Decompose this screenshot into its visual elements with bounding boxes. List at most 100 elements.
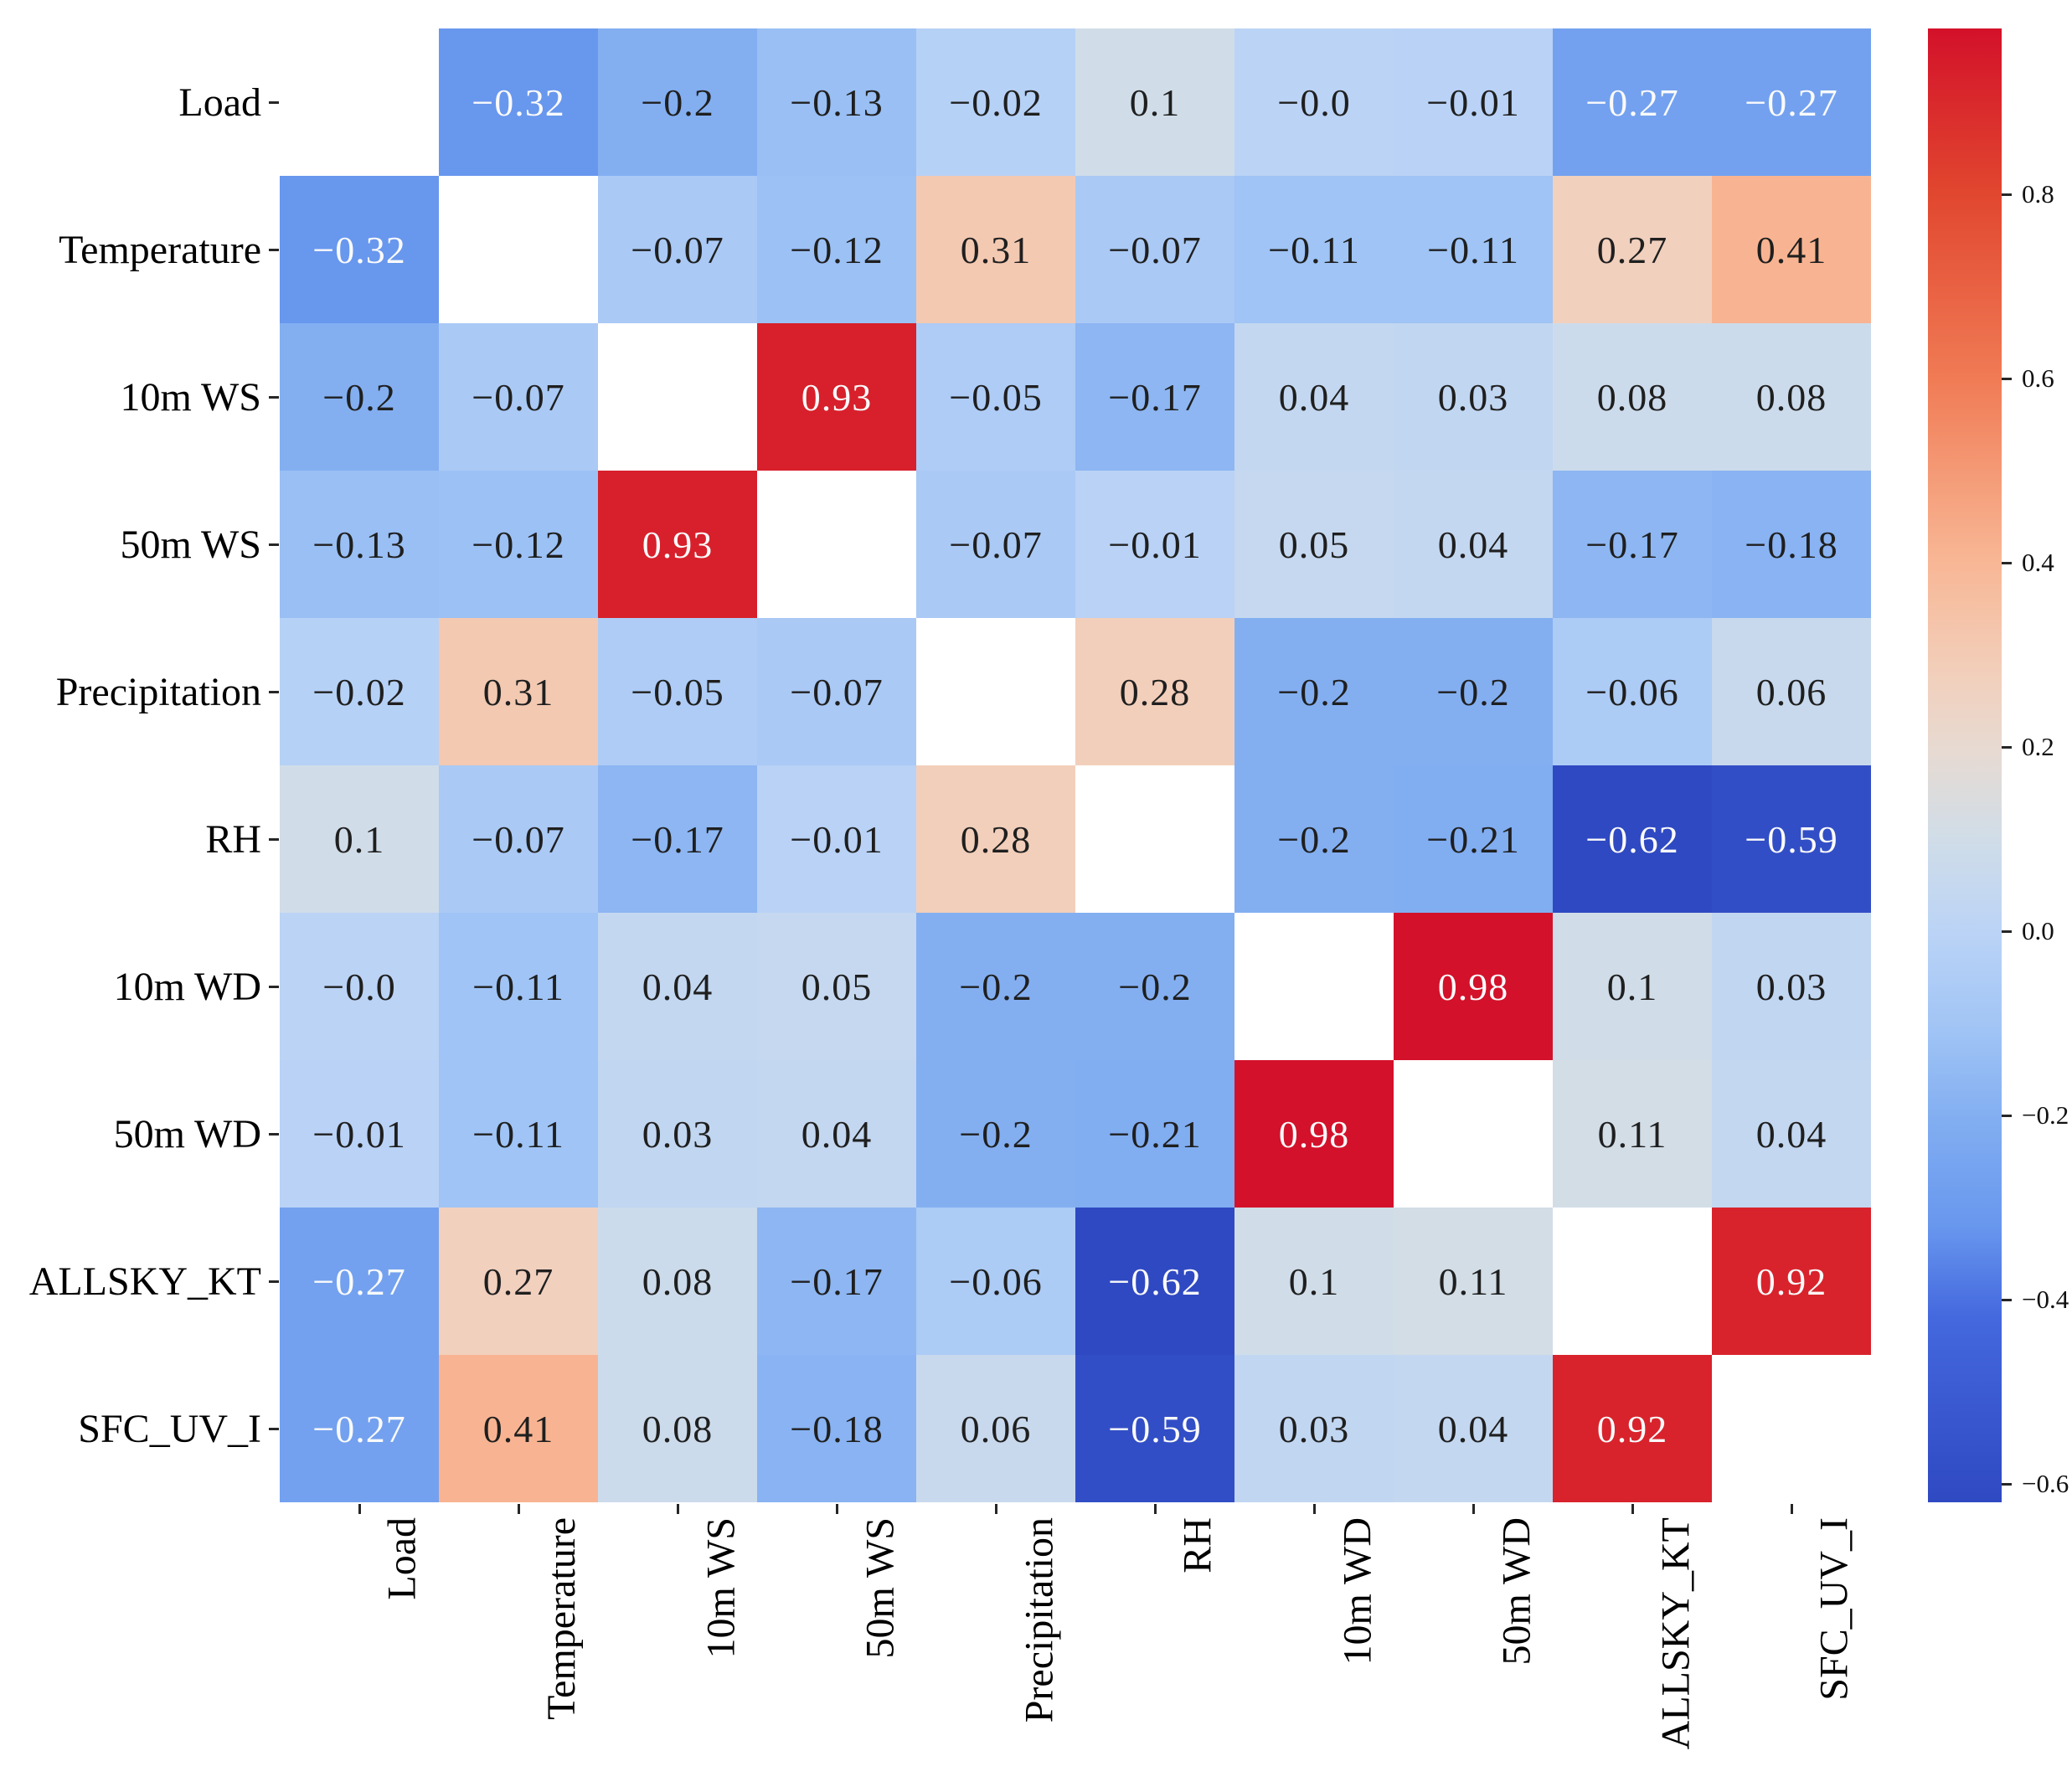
- y-axis-tick: [269, 100, 279, 104]
- heatmap-cell: −0.11: [439, 1060, 598, 1208]
- heatmap-cell: −0.11: [1234, 176, 1394, 323]
- y-axis-label: SFC_UV_I: [78, 1406, 261, 1451]
- x-axis-label: 10m WS: [698, 1517, 743, 1659]
- x-axis-tick: [676, 1504, 679, 1514]
- heatmap-cell: −0.07: [439, 323, 598, 471]
- heatmap-cell-masked: [916, 618, 1075, 765]
- colorbar-tick: [2002, 1298, 2012, 1301]
- heatmap-cell: 0.92: [1712, 1208, 1871, 1355]
- colorbar-tick: [2002, 377, 2012, 380]
- heatmap-cell: −0.2: [1075, 913, 1234, 1060]
- heatmap-cell: −0.17: [1075, 323, 1234, 471]
- heatmap-cell: −0.01: [1394, 28, 1553, 176]
- x-axis-tick: [835, 1504, 838, 1514]
- y-axis-label: 10m WS: [120, 374, 261, 420]
- heatmap-cell: −0.0: [1234, 28, 1394, 176]
- heatmap-cell: −0.0: [280, 913, 439, 1060]
- colorbar-tick: [2002, 193, 2012, 196]
- heatmap-cell: −0.01: [757, 765, 916, 913]
- heatmap-cell: 0.31: [439, 618, 598, 765]
- y-axis-tick: [269, 985, 279, 988]
- y-axis-tick: [269, 248, 279, 251]
- heatmap-cell: 0.28: [1075, 618, 1234, 765]
- heatmap-cell: −0.18: [757, 1355, 916, 1502]
- heatmap-cell: −0.32: [439, 28, 598, 176]
- heatmap-cell: −0.2: [280, 323, 439, 471]
- x-axis-label: 50m WD: [1494, 1517, 1539, 1666]
- heatmap-cell: −0.07: [598, 176, 757, 323]
- x-axis-label: 10m WD: [1335, 1517, 1379, 1666]
- colorbar-gradient: [1928, 28, 2002, 1502]
- heatmap-cell: −0.05: [916, 323, 1075, 471]
- colorbar-tick: [2002, 930, 2012, 933]
- heatmap-cell: −0.27: [1712, 28, 1871, 176]
- x-axis-tick: [1631, 1504, 1634, 1514]
- heatmap-cell: 0.11: [1553, 1060, 1712, 1208]
- x-axis-tick: [1472, 1504, 1475, 1514]
- colorbar-tick: [2002, 1482, 2012, 1486]
- heatmap-cell: 0.04: [1712, 1060, 1871, 1208]
- y-axis-tick: [269, 543, 279, 546]
- heatmap-cell: −0.18: [1712, 471, 1871, 618]
- heatmap-cell: 0.08: [598, 1208, 757, 1355]
- y-axis-tick: [269, 837, 279, 841]
- x-axis-label: Load: [380, 1517, 425, 1600]
- heatmap-cell: 0.04: [1234, 323, 1394, 471]
- heatmap-cell: −0.59: [1712, 765, 1871, 913]
- heatmap-cell: −0.2: [916, 913, 1075, 1060]
- heatmap-cell: −0.17: [1553, 471, 1712, 618]
- heatmap-cell: −0.2: [598, 28, 757, 176]
- heatmap-cell-masked: [1712, 1355, 1871, 1502]
- heatmap-cell: 0.04: [757, 1060, 916, 1208]
- colorbar-tick-label: 0.2: [2022, 732, 2054, 761]
- heatmap-cell: 0.03: [1234, 1355, 1394, 1502]
- colorbar-tick-label: 0.8: [2022, 179, 2054, 209]
- heatmap-cell: 0.11: [1394, 1208, 1553, 1355]
- heatmap-cell: −0.13: [757, 28, 916, 176]
- x-axis-label: RH: [1176, 1517, 1220, 1573]
- colorbar-tick: [2002, 561, 2012, 564]
- heatmap-cell: −0.01: [1075, 471, 1234, 618]
- y-axis-label: 50m WD: [113, 1111, 261, 1156]
- colorbar-tick-label: 0.4: [2022, 548, 2054, 577]
- heatmap-cell: 0.27: [439, 1208, 598, 1355]
- heatmap-cell-masked: [1394, 1060, 1553, 1208]
- colorbar-tick: [2002, 745, 2012, 749]
- x-axis-label: SFC_UV_I: [1812, 1517, 1857, 1701]
- heatmap-cell: 0.1: [280, 765, 439, 913]
- heatmap-cell: 0.05: [1234, 471, 1394, 618]
- heatmap-cell: −0.2: [916, 1060, 1075, 1208]
- heatmap-cell: −0.07: [439, 765, 598, 913]
- heatmap-cell: −0.21: [1394, 765, 1553, 913]
- colorbar-tick: [2002, 1114, 2012, 1117]
- heatmap-cell-masked: [757, 471, 916, 618]
- heatmap-cell: 0.41: [439, 1355, 598, 1502]
- y-axis-label: ALLSKY_KT: [28, 1259, 261, 1304]
- heatmap-cell: −0.17: [757, 1208, 916, 1355]
- heatmap-cell: 0.1: [1553, 913, 1712, 1060]
- heatmap-cell: −0.2: [1234, 765, 1394, 913]
- heatmap-cell: 0.08: [1712, 323, 1871, 471]
- colorbar-tick-label: 0.6: [2022, 363, 2054, 393]
- heatmap-cell: −0.07: [757, 618, 916, 765]
- heatmap-cell: −0.21: [1075, 1060, 1234, 1208]
- heatmap-cell: −0.12: [757, 176, 916, 323]
- heatmap-cell-masked: [1234, 913, 1394, 1060]
- x-axis-label: ALLSKY_KT: [1653, 1517, 1698, 1750]
- x-axis-label: 50m WS: [858, 1517, 902, 1659]
- x-axis-tick: [1153, 1504, 1157, 1514]
- heatmap-cell: 0.93: [598, 471, 757, 618]
- x-axis-label: Temperature: [539, 1517, 584, 1720]
- y-axis-tick: [269, 1427, 279, 1430]
- heatmap-cell: −0.02: [916, 28, 1075, 176]
- heatmap-cell: −0.02: [280, 618, 439, 765]
- colorbar-tick-label: −0.4: [2022, 1285, 2069, 1314]
- y-axis-label: RH: [205, 816, 261, 862]
- heatmap-cell: 0.04: [1394, 1355, 1553, 1502]
- heatmap-cell: 0.92: [1553, 1355, 1712, 1502]
- heatmap-cell: −0.06: [1553, 618, 1712, 765]
- heatmap-cell: −0.17: [598, 765, 757, 913]
- heatmap-cell: 0.04: [1394, 471, 1553, 618]
- heatmap-cell: 0.08: [1553, 323, 1712, 471]
- heatmap-cell: 0.98: [1234, 1060, 1394, 1208]
